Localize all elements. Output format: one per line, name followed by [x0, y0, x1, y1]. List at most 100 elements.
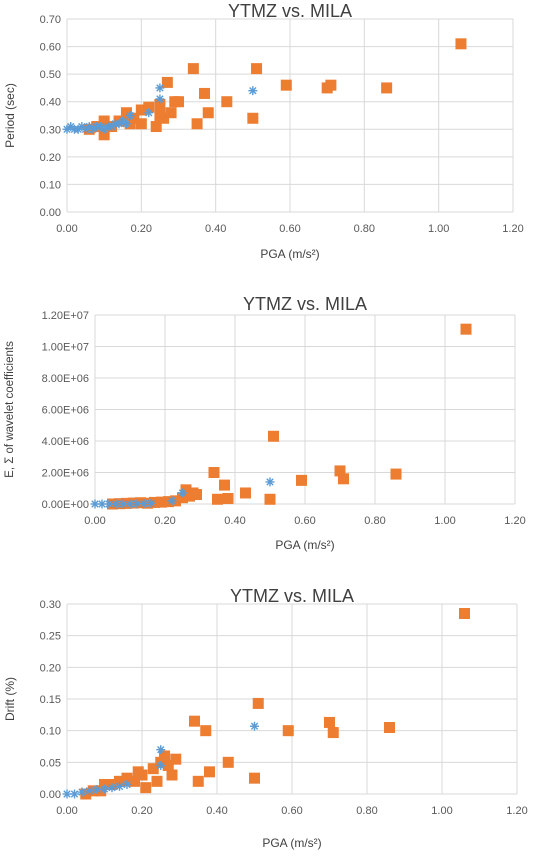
- y-tick-label: 2.00E+06: [42, 468, 89, 480]
- data-point-square: [251, 63, 263, 75]
- data-point-asterisk: [115, 781, 124, 791]
- data-point-square: [156, 496, 167, 508]
- data-point-square: [381, 82, 393, 94]
- x-tick-label: 1.20: [502, 223, 523, 235]
- data-point-square: [151, 775, 163, 787]
- data-point-asterisk: [178, 488, 187, 498]
- data-point-square: [280, 79, 292, 91]
- x-tick-label: 1.20: [506, 805, 527, 817]
- data-point-square: [325, 79, 337, 91]
- y-tick-label: 1.00E+07: [42, 342, 89, 354]
- y-tick-label: 0.30: [40, 599, 61, 611]
- data-point-square: [191, 118, 203, 130]
- chart-svg: YTMZ vs. MILA 0.00E+00 2.00E+06 4.00E+06 6.0…: [4, 294, 526, 552]
- data-point-asterisk: [85, 786, 94, 796]
- x-tick-label: 1.00: [434, 515, 455, 527]
- y-tick-label: 0.40: [40, 97, 61, 109]
- data-point-square: [264, 493, 276, 505]
- data-point-asterisk: [70, 789, 79, 799]
- y-tick-label: 0.15: [40, 694, 61, 706]
- data-point-asterisk: [77, 787, 87, 797]
- x-tick-label: 0.40: [224, 515, 245, 527]
- data-point-square: [135, 118, 147, 130]
- data-point-square: [324, 716, 335, 728]
- data-point-square: [158, 112, 170, 124]
- data-point-square: [296, 474, 307, 486]
- x-tick-label: 0.20: [131, 805, 152, 817]
- x-tick-label: 0.20: [154, 515, 175, 527]
- y-axis-label: Drift (%): [3, 677, 17, 721]
- data-point-square: [202, 107, 214, 119]
- data-point-square: [140, 782, 152, 794]
- data-point-square: [204, 766, 215, 778]
- data-point-square: [129, 775, 140, 787]
- x-tick-label: 0.60: [279, 223, 300, 235]
- x-tick-label: 0.00: [84, 515, 105, 527]
- data-point-square: [114, 775, 125, 787]
- x-tick-label: 1.20: [504, 515, 525, 527]
- data-point-square: [149, 496, 160, 508]
- data-point-square: [135, 104, 147, 116]
- x-tick-label: 0.40: [206, 805, 227, 817]
- x-tick-label: 0.80: [364, 515, 385, 527]
- data-point-square: [98, 129, 110, 141]
- data-point-asterisk: [155, 94, 165, 104]
- x-tick-label: 0.60: [281, 805, 302, 817]
- y-tick-label: 0.00: [40, 789, 61, 801]
- data-point-asterisk: [155, 83, 165, 93]
- chart-svg: YTMZ vs. MILA 0.00 0.05 0.10 0.15 0.20 0.25 0.3…: [3, 586, 528, 850]
- y-tick-label: 0.10: [40, 179, 61, 191]
- data-point-square: [143, 101, 155, 113]
- x-tick-label: 0.20: [131, 223, 152, 235]
- data-point-square: [121, 772, 133, 784]
- data-point-square: [150, 121, 162, 133]
- data-point-square: [199, 87, 211, 99]
- data-point-asterisk: [250, 721, 259, 731]
- data-point-asterisk: [146, 498, 156, 508]
- data-point-square: [334, 465, 346, 477]
- data-point-asterisk: [156, 745, 166, 755]
- y-tick-label: 0.50: [40, 69, 61, 81]
- data-point-square: [128, 112, 140, 124]
- data-point-asterisk: [121, 119, 131, 129]
- data-point-square: [154, 98, 166, 110]
- x-tick-label: 0.60: [294, 515, 315, 527]
- data-point-asterisk: [122, 780, 132, 789]
- data-point-asterisk: [156, 761, 166, 770]
- data-point-square: [189, 715, 200, 727]
- data-point-square: [147, 763, 159, 775]
- data-point-square: [166, 769, 178, 781]
- data-point-square: [455, 38, 467, 50]
- y-tick-label: 0.05: [40, 757, 61, 769]
- data-point-square: [159, 750, 170, 762]
- chart-title: YTMZ vs. MILA: [230, 586, 354, 606]
- x-tick-label: 0.80: [356, 805, 377, 817]
- x-axis-label: PGA (m/s²): [260, 247, 319, 261]
- x-axis-label: PGA (m/s²): [262, 836, 321, 850]
- x-tick-label: 0.00: [56, 805, 77, 817]
- data-point-square: [191, 489, 202, 501]
- data-point-square: [247, 112, 259, 124]
- x-tick-label: 0.80: [354, 223, 375, 235]
- y-tick-label: 0.25: [40, 631, 61, 643]
- y-tick-label: 0.60: [40, 42, 61, 54]
- chart-title: YTMZ vs. MILA: [243, 294, 367, 314]
- data-point-square: [163, 496, 174, 508]
- data-point-square: [95, 785, 107, 797]
- chart-title: YTMZ vs. MILA: [228, 1, 352, 21]
- y-tick-label: 8.00E+06: [42, 373, 89, 385]
- x-tick-label: 0.00: [56, 223, 77, 235]
- data-point-square: [327, 727, 339, 739]
- data-point-square: [249, 772, 260, 784]
- data-point-square: [268, 430, 279, 442]
- data-point-asterisk: [144, 108, 154, 118]
- data-point-square: [282, 725, 294, 737]
- data-point-square: [390, 468, 402, 480]
- data-point-square: [240, 487, 251, 499]
- x-tick-label: 1.00: [428, 223, 449, 235]
- period-chart: YTMZ vs. MILA 0.00 0.10 0.20 0.30 0.40 0.50 0.6…: [0, 0, 533, 288]
- x-tick-label: 0.40: [205, 223, 226, 235]
- y-tick-label: 1.20E+07: [42, 310, 89, 322]
- data-point-square: [219, 479, 230, 491]
- data-point-square: [162, 760, 174, 771]
